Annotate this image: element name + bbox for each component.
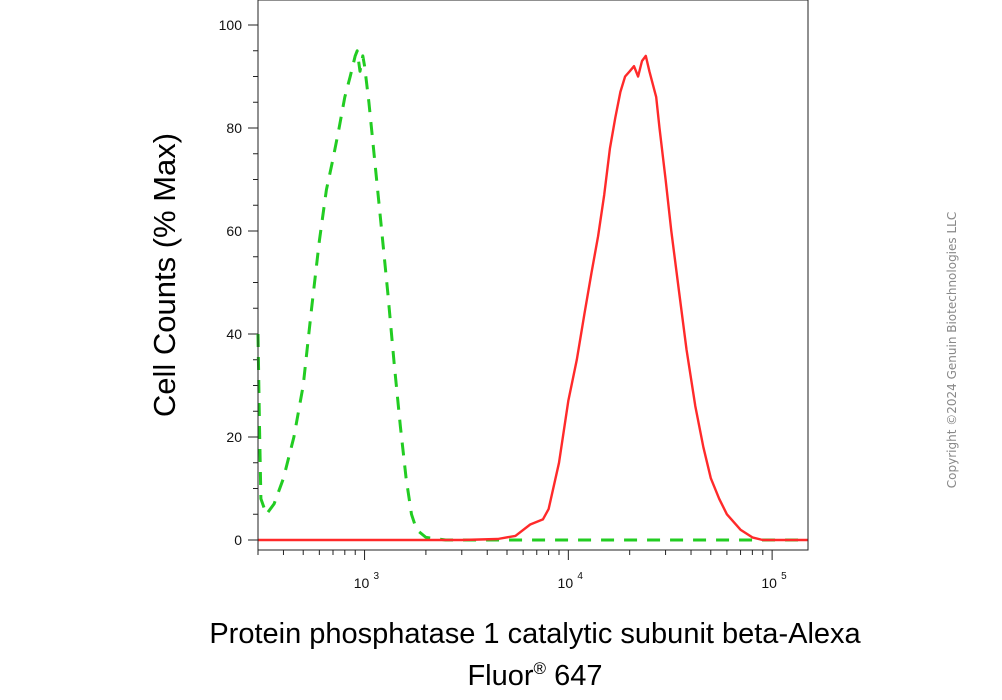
x-tick-label: 10 <box>354 575 370 591</box>
y-tick-label: 80 <box>226 120 242 136</box>
y-tick-label: 40 <box>226 326 242 342</box>
copyright-watermark: Copyright ©2024 Genuin Biotechnologies L… <box>945 212 959 488</box>
x-axis-ticks: 10 3 10 4 10 5 <box>257 550 787 591</box>
y-tick-label: 60 <box>226 223 242 239</box>
x-axis-label-line2: Fluor® 647 <box>467 659 602 692</box>
plot-frame <box>257 0 809 551</box>
sample-histogram-line <box>258 54 808 542</box>
x-axis-label-line2-pre: Fluor <box>467 660 533 692</box>
x-axis-label-registered-mark: ® <box>534 659 547 678</box>
x-tick-exponent: 3 <box>374 571 380 582</box>
x-axis-label-line2-post: 647 <box>546 660 602 692</box>
x-tick-label: 10 <box>761 575 777 591</box>
y-axis-label: Cell Counts (% Max) <box>147 133 182 417</box>
y-axis-ticks: 0 20 40 60 80 100 <box>219 17 258 548</box>
control-histogram-line <box>256 49 808 542</box>
y-tick-label: 100 <box>219 17 243 33</box>
x-tick-exponent: 5 <box>781 571 787 582</box>
series-layer <box>256 49 808 542</box>
x-axis-label-line1: Protein phosphatase 1 catalytic subunit … <box>209 618 861 650</box>
y-tick-label: 20 <box>226 429 242 445</box>
x-tick-label: 10 <box>558 575 574 591</box>
x-tick-exponent: 4 <box>577 571 583 582</box>
y-tick-label: 0 <box>234 532 242 548</box>
